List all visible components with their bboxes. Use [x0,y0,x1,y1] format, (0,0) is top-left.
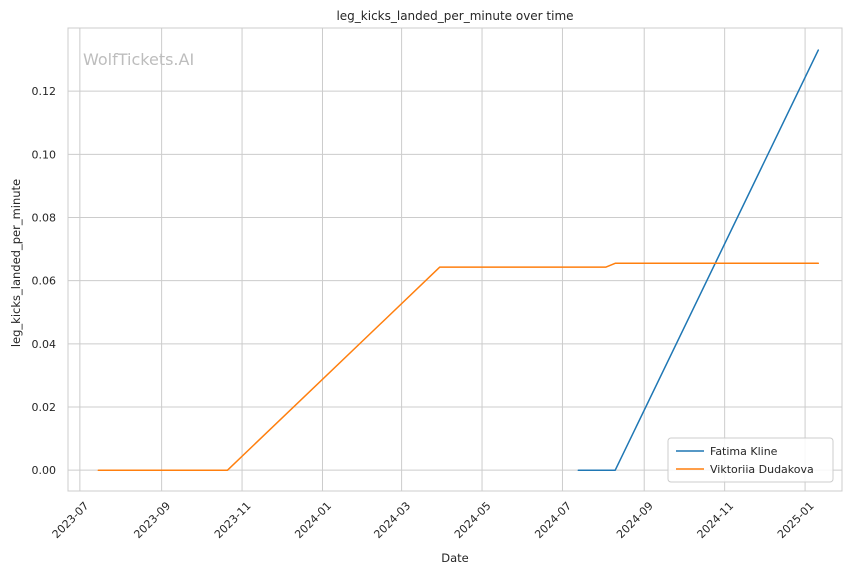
y-tick-label: 0.10 [32,148,57,161]
y-axis-label: leg_kicks_landed_per_minute [9,179,23,347]
y-axis: 0.00 0.02 0.04 0.06 0.08 0.10 0.12 [32,85,57,477]
y-tick-label: 0.04 [32,338,57,351]
legend-entry: Viktoriia Dudakova [710,463,814,476]
y-tick-label: 0.08 [32,211,57,224]
legend-box [667,437,834,483]
y-tick-label: 0.00 [32,464,57,477]
plot-area [67,27,843,492]
y-tick-label: 0.12 [32,85,57,98]
series-lines [97,49,820,471]
legend-entry: Fatima Kline [710,445,778,458]
y-tick-label: 0.02 [32,401,57,414]
chart-title: leg_kicks_landed_per_minute over time [336,9,573,23]
legend: Fatima Kline Viktoriia Dudakova [667,437,834,483]
watermark: WolfTickets.AI [83,50,194,69]
y-tick-label: 0.06 [32,275,57,288]
series-line-0 [577,49,820,471]
series-line-1 [97,262,820,471]
x-axis-label: Date [441,551,469,565]
